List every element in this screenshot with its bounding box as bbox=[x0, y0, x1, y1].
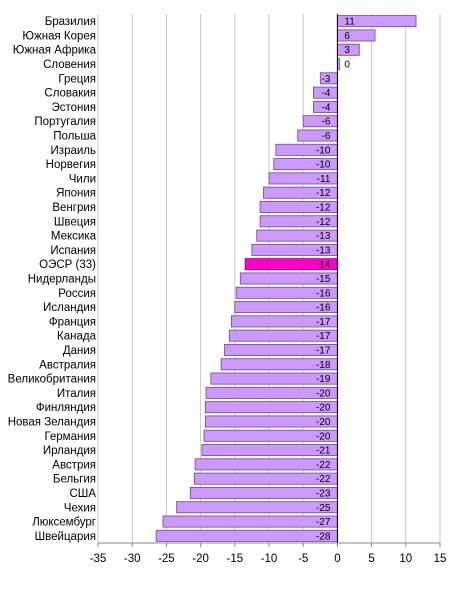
category-label: Испания bbox=[50, 245, 96, 257]
x-tick-label: 10 bbox=[399, 553, 412, 565]
data-label: 0 bbox=[344, 60, 350, 71]
data-label: -13 bbox=[316, 231, 331, 242]
category-label: Эстония bbox=[51, 102, 96, 114]
data-label: -19 bbox=[316, 374, 331, 385]
data-label: -17 bbox=[316, 317, 331, 328]
data-label: 6 bbox=[344, 31, 350, 42]
data-label: -4 bbox=[321, 102, 330, 113]
data-label: -12 bbox=[316, 217, 331, 228]
category-label: Франция bbox=[49, 316, 96, 328]
x-tick-label: 0 bbox=[334, 553, 340, 565]
x-tick-label: -10 bbox=[261, 553, 278, 565]
category-label: Новая Зеландия bbox=[8, 416, 96, 428]
category-label: Южная Корея bbox=[22, 30, 96, 42]
category-label: Чили bbox=[69, 173, 96, 185]
category-label: Мексика bbox=[51, 231, 97, 243]
data-label: -6 bbox=[321, 117, 330, 128]
data-label: -13 bbox=[316, 245, 331, 256]
data-label: -11 bbox=[317, 174, 331, 185]
category-label: Люксембург bbox=[32, 517, 96, 529]
data-label: -16 bbox=[316, 303, 331, 314]
category-label: ОЭСР (33) bbox=[39, 259, 96, 271]
category-label: Бельгия bbox=[53, 474, 96, 486]
data-label: -20 bbox=[316, 431, 331, 442]
bar bbox=[336, 29, 376, 42]
category-label: Россия bbox=[58, 288, 96, 300]
bar bbox=[297, 129, 338, 142]
x-tick-label: -35 bbox=[90, 553, 107, 565]
data-label: -3 bbox=[321, 74, 330, 85]
data-label: 3 bbox=[344, 45, 350, 56]
x-tick-label: -25 bbox=[158, 553, 175, 565]
category-label: Япония bbox=[56, 188, 96, 200]
category-label: Нидерланды bbox=[28, 274, 96, 286]
data-label: -22 bbox=[316, 460, 331, 471]
x-tick-label: 5 bbox=[368, 553, 374, 565]
category-label: Австралия bbox=[39, 359, 96, 371]
data-label: -18 bbox=[316, 360, 331, 371]
bar bbox=[176, 501, 338, 514]
category-label: Норвегия bbox=[46, 159, 96, 171]
data-label: -12 bbox=[316, 203, 331, 214]
x-tick-label: -30 bbox=[124, 553, 141, 565]
bars: 11 6 3 0 -3 -4 -4 -6 -6 -10 -10 -11 -12 -12 -12 -13 -13 -… bbox=[155, 14, 417, 543]
data-label: -20 bbox=[316, 388, 331, 399]
category-label: Польша bbox=[53, 131, 96, 143]
data-label: -21 bbox=[316, 446, 331, 457]
category-label: Южная Африка bbox=[13, 45, 97, 57]
data-label: 11 bbox=[344, 17, 355, 28]
data-label: -16 bbox=[316, 288, 331, 299]
category-label: Швейцария bbox=[35, 531, 96, 543]
data-label: -20 bbox=[316, 403, 331, 414]
category-label: Словения bbox=[43, 59, 96, 71]
category-label: Швеция bbox=[54, 216, 96, 228]
category-label: Исландия bbox=[43, 302, 96, 314]
data-label: -6 bbox=[321, 131, 330, 142]
x-tick-label: -20 bbox=[192, 553, 209, 565]
data-label: -4 bbox=[321, 88, 330, 99]
category-label: Португалия bbox=[34, 116, 96, 128]
category-label: Ирландия bbox=[43, 445, 96, 457]
category-label: Великобритания bbox=[8, 374, 96, 386]
category-label: Словакия bbox=[44, 88, 96, 100]
bar bbox=[302, 115, 338, 128]
data-label: -12 bbox=[316, 188, 331, 199]
data-label: -10 bbox=[316, 145, 331, 156]
data-label: -17 bbox=[316, 331, 331, 342]
data-label: -22 bbox=[316, 474, 331, 485]
category-label: Венгрия bbox=[52, 202, 96, 214]
category-labels: Бразилия Южная Корея Южная Африка Словения Г… bbox=[8, 16, 97, 543]
category-label: Чехия bbox=[64, 502, 96, 514]
x-tick-label: -15 bbox=[226, 553, 243, 565]
data-label: -20 bbox=[316, 417, 331, 428]
category-label: Бразилия bbox=[45, 16, 96, 28]
data-label: -15 bbox=[316, 274, 331, 285]
category-label: Греция bbox=[58, 73, 96, 85]
category-label: Израиль bbox=[51, 145, 96, 157]
category-label: Италия bbox=[57, 388, 96, 400]
data-label: -14 bbox=[316, 260, 331, 271]
data-label: -17 bbox=[316, 345, 331, 356]
x-axis-ticks: -35 -30 -25 -20 -15 -10 -5 0 5 10 15 bbox=[90, 543, 447, 565]
bar bbox=[155, 529, 338, 542]
category-label: США bbox=[69, 488, 96, 500]
x-tick-label: -5 bbox=[298, 553, 308, 565]
data-label: -28 bbox=[316, 531, 331, 542]
category-label: Австрия bbox=[52, 459, 96, 471]
category-label: Канада bbox=[57, 331, 97, 343]
data-label: -10 bbox=[316, 160, 331, 171]
x-tick-label: 15 bbox=[434, 553, 447, 565]
category-label: Финляндия bbox=[36, 402, 96, 414]
data-label: -25 bbox=[316, 503, 331, 514]
category-label: Дания bbox=[63, 345, 96, 357]
category-label: Германия bbox=[44, 431, 96, 443]
data-label: -27 bbox=[316, 517, 331, 528]
bar bbox=[162, 515, 338, 528]
data-label: -23 bbox=[316, 488, 331, 499]
